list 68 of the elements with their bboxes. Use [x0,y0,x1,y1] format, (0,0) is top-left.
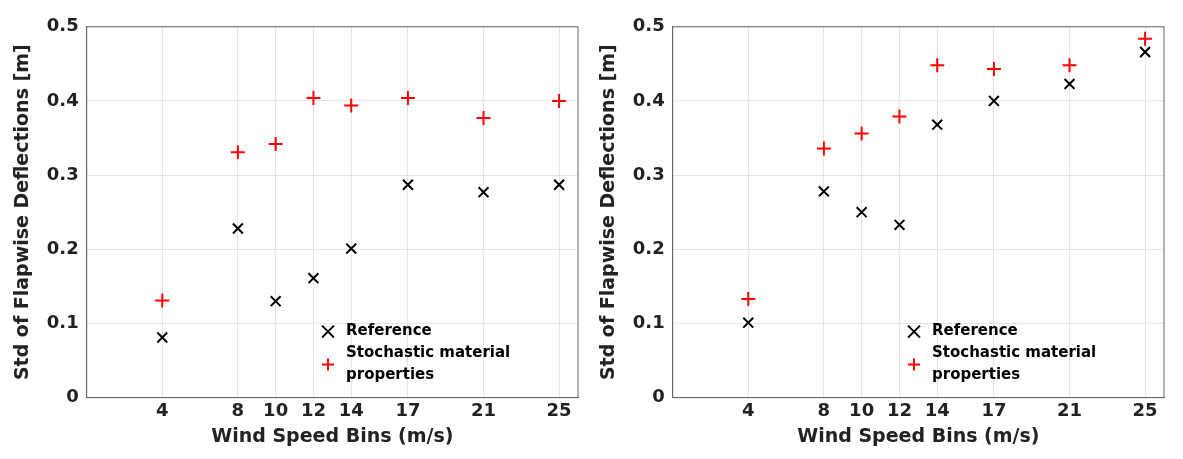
y-axis-title: Std of Flapwise Deflections [m] [596,44,619,381]
x-tick-label: 8 [817,399,831,421]
point [817,185,830,198]
y-tick-label: 0 [652,385,665,407]
legend-label: Reference [932,321,1018,340]
y-tick-label: 0.5 [632,14,665,36]
point [475,110,492,127]
x-tick-label: 8 [231,399,245,421]
point [815,140,832,157]
legend-label: Reference [346,321,432,340]
y-tick-label: 0.1 [632,311,665,333]
legend-label: Stochastic material properties [932,343,1097,384]
x-tick-label: 14 [338,399,364,421]
y-axis-title: Std of Flapwise Deflections [m] [10,44,33,381]
point [269,295,282,308]
y-tick-label: 0 [66,385,79,407]
x-tick-label: 12 [886,399,912,421]
point [553,178,566,191]
point [305,89,322,106]
point [853,125,870,142]
point [345,242,358,255]
y-tick-label: 0.4 [46,88,79,110]
y-tick-label: 0.3 [632,162,665,184]
x-tick-label: 12 [300,399,326,421]
y-tick-label: 0.5 [46,14,79,36]
x-tick-label: 10 [263,399,289,421]
point [855,206,868,219]
x-tick-label: 14 [924,399,950,421]
y-tick-label: 0.2 [632,236,665,258]
point [1061,57,1078,74]
point [229,144,246,161]
point [1063,77,1076,90]
point [987,95,1000,107]
point [399,89,416,106]
point [154,292,171,309]
point [231,222,244,235]
x-tick-label: 17 [981,399,1007,421]
x-tick-label: 4 [742,399,755,421]
x-axis-title: Wind Speed Bins (m/s) [797,423,1040,446]
x-tick-label: 21 [1056,399,1083,421]
legend-label: Stochastic material properties [346,343,511,384]
point [1139,46,1152,58]
point [929,57,946,74]
y-tick-label: 0.3 [46,162,79,184]
point [551,92,568,109]
y-tick-label: 0.2 [46,236,79,258]
point [267,135,284,152]
point [156,331,169,344]
x-tick-label: 4 [156,399,169,421]
point [931,118,944,131]
x-tick-label: 17 [395,399,421,421]
point [985,61,1002,78]
x-axis-title: Wind Speed Bins (m/s) [211,423,454,446]
y-tick-label: 0.1 [46,311,79,333]
point [307,272,320,285]
point [477,186,490,199]
x-tick-label: 10 [849,399,875,421]
x-tick-label: 25 [1132,399,1158,421]
y-tick-label: 0.4 [632,88,665,110]
point [401,178,414,191]
point [740,290,757,307]
x-tick-label: 25 [546,399,572,421]
point [1137,30,1154,47]
x-tick-label: 21 [470,399,497,421]
point [891,108,908,125]
point [893,218,906,231]
point [343,97,360,114]
point [742,316,755,329]
